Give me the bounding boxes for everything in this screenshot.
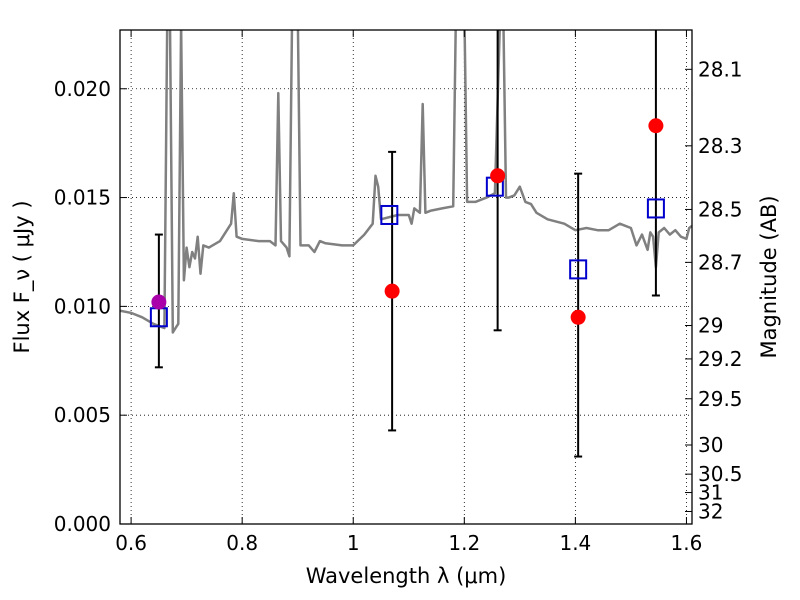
mag-tick-label: 30: [698, 433, 723, 457]
x-tick-label: 1: [347, 531, 360, 555]
observed-flux-point: [648, 118, 664, 134]
x-axis-title: Wavelength λ (μm): [306, 564, 507, 588]
model-square-point: [646, 198, 665, 219]
observed-flux-point: [490, 168, 506, 184]
mag-tick-label: 28.3: [698, 134, 743, 158]
x-tick-label: 0.6: [115, 531, 147, 555]
mag-tick-label: 29.5: [698, 387, 743, 411]
mag-tick-label: 31: [698, 481, 723, 505]
mag-tick-label: 28.5: [698, 197, 743, 221]
mag-tick-label: 29: [698, 314, 723, 338]
x-tick-label: 1.4: [559, 531, 591, 555]
y-tick-label: 0.005: [54, 403, 111, 427]
model-square-point: [380, 204, 399, 225]
x-tick-label: 1.6: [671, 531, 703, 555]
plot-series: [120, 30, 692, 458]
observed-flux-point: [151, 294, 167, 310]
plot-frame: [119, 29, 693, 525]
plot-background: [120, 30, 692, 524]
observed-flux-point: [570, 309, 586, 325]
model-square-point: [569, 259, 588, 280]
mag-tick-label: 30.5: [698, 462, 743, 486]
right-axis-title: Magnitude (AB): [757, 195, 781, 358]
mag-tick-label: 29.2: [698, 347, 743, 371]
mag-tick-label: 28.7: [698, 250, 743, 274]
axis-ticks: 0.6 0.8 1 1.2 1.4 1.6 0.000 0.005 0.010 0.015 0.02…: [54, 30, 743, 555]
observed-flux-point: [384, 283, 400, 299]
y-tick-label: 0.010: [54, 294, 111, 318]
y-axis-title: Flux F_ν ( μJy ): [10, 200, 35, 353]
y-tick-label: 0.020: [54, 77, 111, 101]
mag-tick-label: 28.1: [698, 57, 743, 81]
mag-tick-label: 32: [698, 499, 723, 523]
x-tick-label: 0.8: [226, 531, 258, 555]
y-tick-label: 0.015: [54, 186, 111, 210]
y-tick-label: 0.000: [54, 512, 111, 536]
x-tick-label: 1.2: [448, 531, 480, 555]
spectrum-line: [120, 30, 692, 334]
